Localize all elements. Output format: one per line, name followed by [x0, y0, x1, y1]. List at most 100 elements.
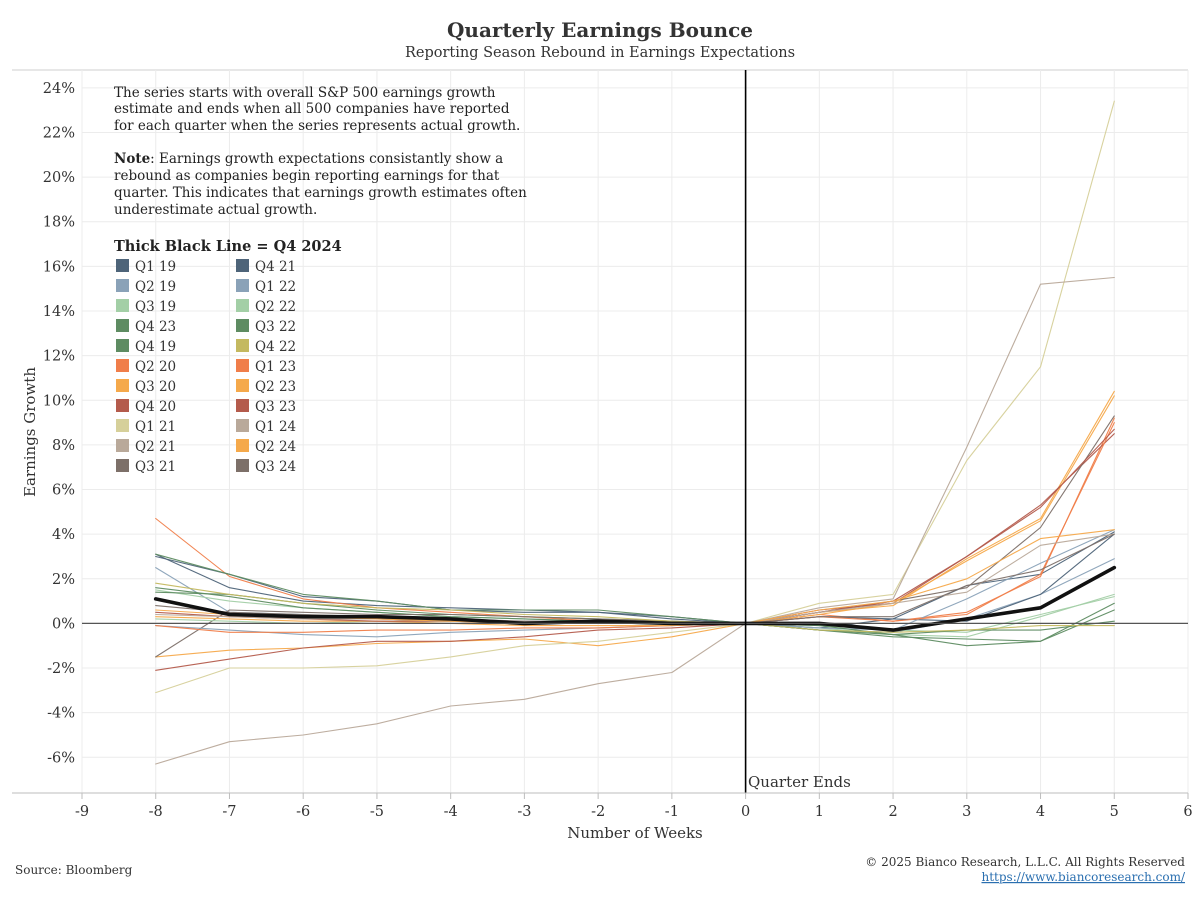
legend-swatch: [116, 339, 129, 352]
legend-label: Q4 19: [135, 339, 176, 355]
legend-swatch: [116, 299, 129, 312]
annotation-line-3: for each quarter when the series represe…: [114, 118, 520, 134]
x-tick-label: 1: [815, 804, 824, 820]
legend-label: Q2 22: [255, 299, 296, 315]
legend-label: Q2 21: [135, 439, 176, 455]
website-link[interactable]: https://www.biancoresearch.com/: [981, 870, 1185, 884]
legend-label: Q4 21: [255, 259, 296, 275]
y-tick-label: 10%: [43, 393, 75, 409]
legend-swatch: [236, 379, 249, 392]
legend-label: Q1 24: [255, 419, 296, 435]
note-text-1: : Earnings growth expectations consistan…: [150, 151, 503, 167]
legend-label: Q3 20: [135, 379, 176, 395]
y-tick-label: -4%: [47, 706, 75, 722]
series-line-q2-24: [155, 529, 1115, 624]
legend-label: Q1 22: [255, 279, 296, 295]
copyright-note: © 2025 Bianco Research, L.L.C. All Right…: [865, 855, 1185, 869]
note-line-3: quarter. This indicates that earnings gr…: [114, 185, 527, 201]
annotation-line-1: The series starts with overall S&P 500 e…: [114, 85, 496, 101]
x-tick-label: -7: [222, 804, 236, 820]
legend-label: Q1 19: [135, 259, 176, 275]
x-tick-label: 5: [1110, 804, 1119, 820]
legend: Q1 19 Q2 19 Q3 19 Q4 23 Q4 19 Q2 20 Q3 20 Q4 20…: [116, 259, 296, 475]
legend-swatch: [236, 299, 249, 312]
y-axis-title: Earnings Growth: [21, 367, 39, 497]
source-note: Source: Bloomberg: [15, 863, 133, 877]
legend-swatch: [236, 399, 249, 412]
series-line-q3-23: [155, 428, 1115, 624]
x-tick-label: 0: [741, 804, 750, 820]
x-tick-label: -3: [517, 804, 531, 820]
legend-label: Q3 21: [135, 459, 176, 475]
y-tick-label: 2%: [52, 572, 75, 588]
y-tick-label: 20%: [43, 170, 75, 186]
annotation-block: The series starts with overall S&P 500 e…: [114, 85, 527, 255]
legend-heading: Thick Black Line = Q4 2024: [114, 238, 342, 255]
y-tick-label: 18%: [43, 215, 75, 231]
legend-label: Q3 23: [255, 399, 296, 415]
x-tick-label: -1: [665, 804, 679, 820]
series-line-q2-21: [155, 276, 1115, 765]
x-tick-label: -9: [75, 804, 89, 820]
legend-label: Q2 24: [255, 439, 296, 455]
legend-swatch: [116, 319, 129, 332]
x-tick-label: 6: [1183, 804, 1192, 820]
series-line-q2-20: [155, 417, 1115, 624]
annotation-line-2: estimate and ends when all 500 companies…: [114, 101, 510, 117]
series-line-q4-22: [155, 582, 1115, 633]
legend-label: Q1 21: [135, 419, 176, 435]
y-tick-label: -2%: [47, 661, 75, 677]
legend-swatch: [236, 359, 249, 372]
quarter-ends-label: Quarter Ends: [748, 773, 851, 791]
y-tick-label: 22%: [43, 125, 75, 141]
legend-swatch: [116, 279, 129, 292]
y-tick-label: 8%: [52, 438, 75, 454]
legend-swatch: [116, 439, 129, 452]
series-line-q1-21: [155, 100, 1115, 694]
legend-label: Q4 20: [135, 399, 176, 415]
x-tick-label: 3: [962, 804, 971, 820]
legend-label: Q3 22: [255, 319, 296, 335]
y-tick-label: 16%: [43, 259, 75, 275]
legend-swatch: [236, 279, 249, 292]
note-line-1: Note: Earnings growth expectations consi…: [114, 151, 503, 167]
legend-label: Q4 22: [255, 339, 296, 355]
x-tick-label: -5: [370, 804, 384, 820]
x-tick-label: 4: [1036, 804, 1045, 820]
legend-swatch: [116, 379, 129, 392]
legend-swatch: [236, 439, 249, 452]
y-tick-label: 14%: [43, 304, 75, 320]
legend-label: Q2 20: [135, 359, 176, 375]
chart-title: Quarterly Earnings Bounce: [447, 18, 753, 42]
y-tick-label: -6%: [47, 750, 75, 766]
note-line-2: rebound as companies begin reporting ear…: [114, 168, 500, 184]
series-lines: [153, 100, 1117, 765]
y-tick-label: 12%: [43, 349, 75, 365]
legend-label: Q3 24: [255, 459, 296, 475]
legend-swatch: [236, 319, 249, 332]
y-axis-ticks: -6% -4% -2% 0% 2% 4% 6% 8% 10% 12% 14% 16% 18% 20% 22%…: [43, 81, 75, 766]
legend-label: Q4 23: [135, 319, 176, 335]
x-tick-label: 2: [888, 804, 897, 820]
legend-label: Q1 23: [255, 359, 296, 375]
series-line-q4-24: [153, 565, 1117, 632]
x-tick-label: -2: [591, 804, 605, 820]
legend-swatch: [116, 399, 129, 412]
y-tick-label: 4%: [52, 527, 75, 543]
legend-swatch: [116, 459, 129, 472]
note-label: Note: [114, 151, 150, 167]
legend-swatch: [236, 259, 249, 272]
y-tick-label: 24%: [43, 81, 75, 97]
legend-swatch: [236, 339, 249, 352]
series-line-q3-21: [155, 415, 1115, 658]
legend-swatch: [236, 459, 249, 472]
x-axis-ticks: -9 -8 -7 -6 -5 -4 -3 -2 -1 0 1 2 3 4 5 6: [75, 793, 1193, 820]
legend-label: Q3 19: [135, 299, 176, 315]
legend-label: Q2 19: [135, 279, 176, 295]
x-axis-title: Number of Weeks: [567, 824, 703, 842]
y-tick-label: 0%: [52, 616, 75, 632]
legend-swatch: [116, 419, 129, 432]
x-tick-label: -6: [296, 804, 310, 820]
x-tick-label: -8: [149, 804, 163, 820]
